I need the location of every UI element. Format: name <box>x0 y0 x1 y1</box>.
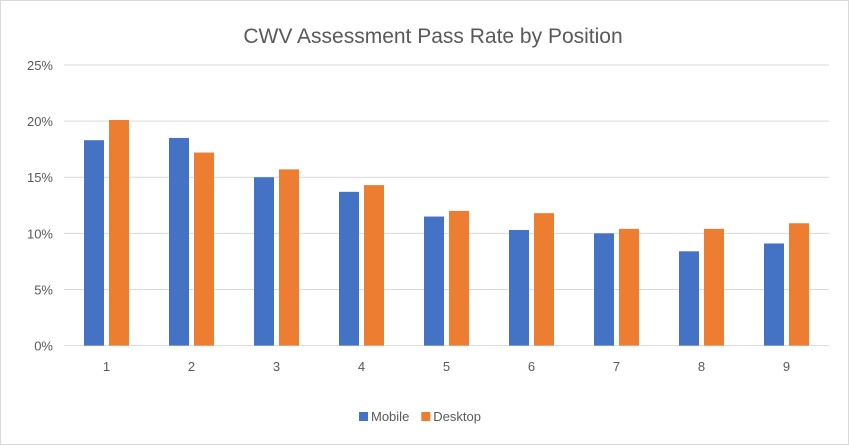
y-tick-label: 20% <box>27 114 53 129</box>
x-tick-label: 1 <box>103 359 110 374</box>
bar-desktop <box>279 169 299 346</box>
bar-desktop <box>364 185 384 346</box>
bar-mobile <box>169 137 189 346</box>
bar-desktop <box>194 152 214 346</box>
bar-mobile <box>254 177 274 346</box>
bar-mobile <box>594 233 614 346</box>
bar-desktop <box>789 223 809 346</box>
bar-mobile <box>509 229 529 346</box>
x-tick-label: 5 <box>443 359 450 374</box>
bar-mobile <box>679 251 699 346</box>
y-tick-label: 15% <box>27 170 53 185</box>
x-tick-label: 8 <box>698 359 705 374</box>
legend-swatch-mobile <box>359 412 368 421</box>
legend-label: Desktop <box>433 409 481 424</box>
x-tick-label: 2 <box>188 359 195 374</box>
bar-desktop <box>449 210 469 346</box>
y-tick-label: 5% <box>34 282 53 297</box>
x-tick-label: 7 <box>613 359 620 374</box>
x-tick-label: 4 <box>358 359 365 374</box>
bar-desktop <box>534 213 554 346</box>
legend-swatch-desktop <box>421 412 431 421</box>
legend-label: Mobile <box>371 409 409 424</box>
chart-title: CWV Assessment Pass Rate by Position <box>243 25 622 48</box>
bar-mobile <box>764 243 784 346</box>
bar-mobile <box>424 216 444 346</box>
y-tick-label: 10% <box>27 226 53 241</box>
x-tick-label: 6 <box>528 359 535 374</box>
bar-desktop <box>619 228 639 346</box>
bar-desktop <box>704 228 724 346</box>
bar-mobile <box>339 191 359 346</box>
bar-desktop <box>109 119 129 346</box>
y-tick-label: 0% <box>34 339 53 354</box>
bar-mobile <box>84 140 104 346</box>
x-tick-label: 3 <box>273 359 280 374</box>
y-tick-label: 25% <box>27 58 53 73</box>
x-tick-label: 9 <box>783 359 790 374</box>
